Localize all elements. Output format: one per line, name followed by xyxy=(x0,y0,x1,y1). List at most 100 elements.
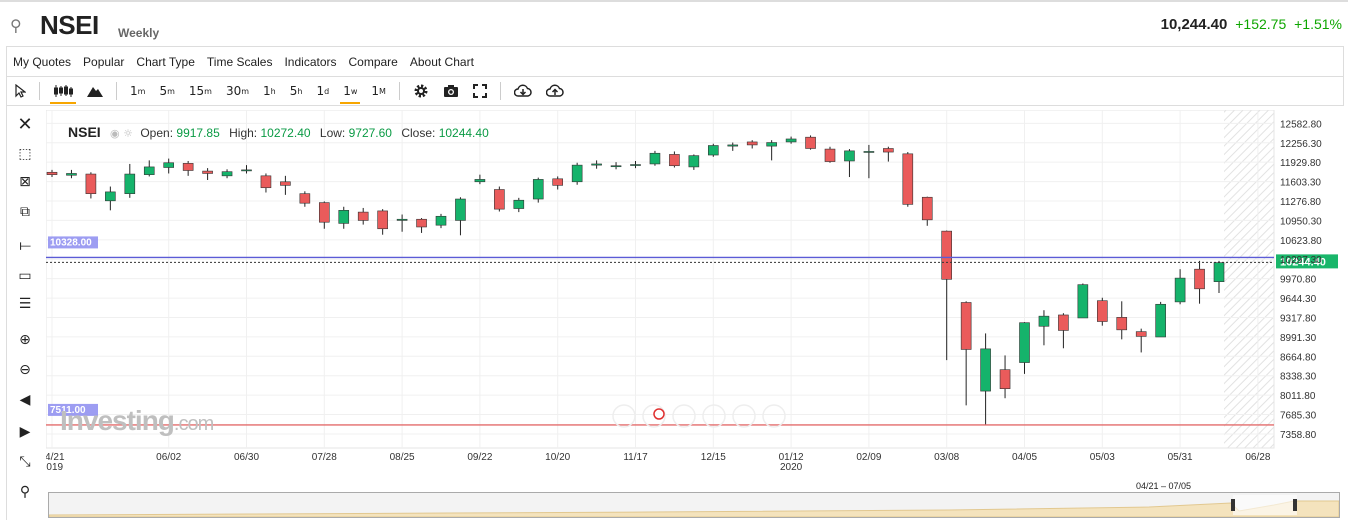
candle-body xyxy=(1174,277,1186,303)
close-label: Close: xyxy=(401,126,436,140)
candle xyxy=(532,177,544,203)
candle-body xyxy=(66,173,77,176)
candle-body xyxy=(844,150,855,162)
candle-body xyxy=(1135,331,1147,337)
menu-chart-type[interactable]: Chart Type xyxy=(136,54,195,69)
x-tick-label: 11/17 xyxy=(623,452,648,463)
y-tick-label: 8338.30 xyxy=(1280,372,1317,383)
candle-body xyxy=(1194,268,1205,290)
menu-about-chart[interactable]: About Chart xyxy=(409,54,474,69)
chart-nav-button xyxy=(672,404,696,428)
search-icon[interactable]: ⚲ xyxy=(10,16,22,35)
candle xyxy=(455,197,466,236)
candle-body xyxy=(688,155,700,168)
menu-time-scales[interactable]: Time Scales xyxy=(206,54,273,69)
close-icon[interactable]: ✕ xyxy=(17,114,33,135)
x-tick-label: 08/25 xyxy=(390,452,415,463)
line-tool-icon[interactable]: ⟝ xyxy=(19,238,31,254)
zoom-in-icon[interactable]: ⊕ xyxy=(19,332,31,348)
candle-body xyxy=(941,230,953,280)
horizontal-line-tag xyxy=(48,403,98,416)
zoom-out-icon[interactable]: ⊖ xyxy=(19,362,31,378)
candle xyxy=(85,172,97,199)
x-tick-label: 10/20 xyxy=(545,452,570,463)
candle xyxy=(1097,297,1108,326)
candle xyxy=(299,191,311,207)
upload-icon[interactable] xyxy=(539,76,571,106)
x-axis: 04/212019 06/02 06/30 07/28 08/25 09/22 10/20 1… xyxy=(39,452,1270,473)
menu-bar: My Quotes Popular Chart Type Time Scales… xyxy=(6,46,1344,76)
y-tick-label: 10297.30 xyxy=(1280,255,1322,266)
candle-body xyxy=(416,218,427,228)
high-label: High: xyxy=(229,126,258,140)
x-tick-label: 04/21 xyxy=(46,452,65,463)
menu-compare[interactable]: Compare xyxy=(348,54,398,69)
candle xyxy=(435,213,447,229)
open-value: 9917.85 xyxy=(176,126,220,140)
rectangle-tool-icon[interactable]: ▭ xyxy=(18,268,32,284)
candle-body xyxy=(260,175,272,189)
download-icon[interactable] xyxy=(507,76,539,106)
candle-body xyxy=(280,181,291,186)
camera-icon[interactable] xyxy=(436,76,466,106)
menu-my-quotes[interactable]: My Quotes xyxy=(13,54,72,69)
chart-nav-button xyxy=(612,404,636,428)
candle-body xyxy=(571,164,583,183)
fibonacci-tool-icon[interactable]: ☰ xyxy=(18,296,32,312)
magnet-icon[interactable]: ⚲ xyxy=(19,484,31,500)
x-tick-label: 05/31 xyxy=(1168,452,1193,463)
fullscreen-icon[interactable] xyxy=(466,76,494,106)
copy-icon[interactable]: ⧉ xyxy=(20,204,30,220)
candle xyxy=(1213,260,1225,293)
delete-all-icon[interactable]: ⊠ xyxy=(19,174,31,190)
scroll-right-icon[interactable]: ▶ xyxy=(19,424,31,440)
y-tick-label: 8011.80 xyxy=(1280,391,1316,402)
gear-icon[interactable] xyxy=(406,76,436,106)
candle-body xyxy=(338,210,350,224)
navigator[interactable] xyxy=(48,492,1340,518)
reset-zoom-icon[interactable]: ⤡ xyxy=(19,454,31,470)
legend-symbol: NSEI xyxy=(68,124,101,140)
low-label: Low: xyxy=(319,126,346,140)
last-price: 10,244.40 xyxy=(1160,16,1228,33)
candle-body xyxy=(591,163,602,166)
menu-indicators[interactable]: Indicators xyxy=(284,54,337,69)
interval-15m[interactable]: 15 m xyxy=(188,84,212,98)
candle-body xyxy=(105,191,116,202)
x-tick-label: 02/09 xyxy=(856,452,881,463)
candle-body xyxy=(357,211,369,221)
candle xyxy=(727,142,739,151)
x-tick-label: 12/15 xyxy=(701,452,726,463)
scroll-left-icon[interactable]: ◀ xyxy=(19,392,31,408)
chart-area[interactable]: 10328.00 7511.00 10244.40 12582.80 12256.30… xyxy=(39,109,1348,481)
last-price-label: 10244.40 xyxy=(1280,256,1326,268)
menu-popular[interactable]: Popular xyxy=(83,54,125,69)
toolbar-divider xyxy=(398,82,400,100)
eye-icon[interactable]: ◉ ☼ xyxy=(110,127,133,140)
delete-drawing-icon[interactable]: ⬚ xyxy=(18,146,32,162)
mountain-icon[interactable] xyxy=(80,76,110,106)
y-tick-label: 11276.80 xyxy=(1280,197,1321,208)
candle xyxy=(124,163,136,198)
candle xyxy=(1194,260,1205,304)
candle xyxy=(649,150,661,166)
grid xyxy=(45,109,1275,449)
candle xyxy=(1135,328,1147,353)
interval-30m[interactable]: 30 m xyxy=(225,84,250,98)
candle-body xyxy=(513,199,525,209)
candlestick-chart[interactable]: 10328.00 7511.00 10244.40 12582.80 12256.30… xyxy=(39,109,1348,476)
x-tick-year: 2019 xyxy=(46,462,64,473)
candles-icon[interactable] xyxy=(46,76,80,106)
cursor-icon[interactable] xyxy=(7,76,33,106)
candle-body xyxy=(435,215,447,226)
candle-body xyxy=(1019,322,1030,363)
horizontal-line-tag xyxy=(48,236,98,249)
candle-body xyxy=(494,189,505,210)
